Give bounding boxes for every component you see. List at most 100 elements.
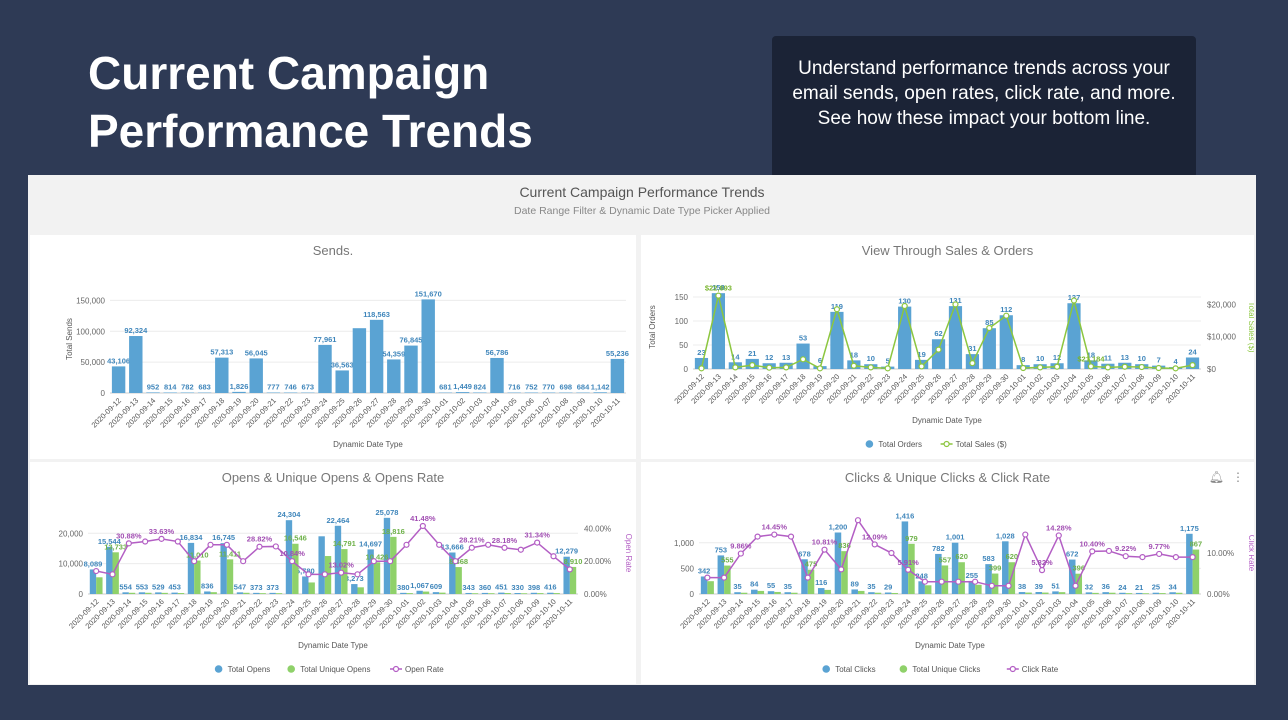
line-data-label: 5.82% (1031, 558, 1053, 567)
line-point (403, 541, 410, 548)
line-point (370, 558, 377, 565)
bar-total-unique-opens (128, 592, 136, 594)
data-label: 151,670 (415, 289, 442, 298)
line-point (804, 574, 811, 581)
line-data-label: 28.82% (247, 535, 273, 544)
bar-total-clicks (901, 521, 909, 594)
legend-label: Total Opens (228, 665, 271, 674)
panel-menu: 🔔︎ ⋮ (1201, 470, 1244, 484)
y2-axis-label: Total Sales ($) (1247, 301, 1254, 352)
bell-icon[interactable]: 🔔︎ (1208, 470, 1224, 484)
line-data-label: 10.84% (279, 549, 305, 558)
bar-total-unique-opens (537, 593, 544, 594)
data-label: 1,142 (591, 382, 610, 391)
data-label: 1,449 (453, 382, 472, 391)
bar-value (593, 392, 607, 393)
dashboard-subtitle: Date Range Filter & Dynamic Date Type Pi… (513, 205, 770, 217)
line-point (566, 566, 573, 573)
bar-value (490, 357, 504, 393)
legend-swatch-marker (943, 440, 950, 448)
line-point (501, 544, 508, 551)
y-axis-label: Total Orders (648, 305, 657, 349)
data-label: 77,961 (314, 335, 337, 344)
bar-total-unique-opens (341, 549, 348, 594)
bar-total-orders (694, 357, 709, 369)
line-point (1172, 365, 1179, 372)
bar-total-unique-clicks (757, 590, 765, 594)
line-point (1189, 362, 1196, 369)
y-tick-label: 0 (79, 590, 84, 599)
line-point (289, 558, 296, 565)
bar-total-clicks (851, 589, 858, 594)
bar-total-unique-opens (275, 593, 283, 594)
bar-total-orders (898, 306, 912, 369)
data-label: 36,563 (331, 360, 354, 369)
line-point (720, 574, 728, 581)
line-point (1121, 363, 1128, 370)
data-label: 343 (462, 583, 475, 592)
data-label: 1,175 (1180, 524, 1199, 533)
bar-total-unique-clicks (1092, 592, 1099, 594)
bar-total-opens (285, 520, 293, 594)
data-label: 36 (1102, 582, 1110, 591)
bar-value (352, 328, 367, 393)
data-label: 380 (397, 583, 410, 592)
bar-total-unique-opens (194, 560, 201, 594)
data-label: 867 (1190, 540, 1203, 549)
data-label: 38 (1018, 582, 1026, 591)
line-point (256, 543, 263, 550)
bar-total-unique-opens (96, 577, 103, 594)
data-label: 583 (982, 554, 995, 563)
y-tick-label: 100 (675, 317, 689, 326)
bar-total-opens (236, 592, 244, 594)
legend-swatch (214, 665, 223, 673)
data-label: 255 (966, 571, 979, 580)
legend-swatch (899, 665, 908, 673)
data-label: 396 (1073, 564, 1086, 573)
bar-value (473, 392, 487, 393)
line-point (888, 549, 895, 557)
line-data-label: 28.21% (459, 536, 485, 545)
bar-total-clicks (985, 564, 992, 594)
y-tick-label: 500 (681, 564, 695, 573)
more-vertical-icon[interactable]: ⋮ (1232, 470, 1244, 484)
bar-total-orders (1067, 303, 1081, 369)
data-label: 620 (1006, 552, 1019, 561)
data-label: 555 (721, 556, 734, 565)
data-label: 92,324 (124, 326, 148, 335)
line-data-label: 14.28% (1046, 523, 1072, 532)
data-label: 952 (147, 382, 160, 391)
data-label: 14 (731, 352, 740, 361)
line-point (321, 571, 328, 578)
bar-total-opens (563, 556, 570, 594)
line-point (704, 574, 711, 581)
data-label: 416 (544, 583, 557, 592)
bar-value (249, 358, 263, 393)
line-point (109, 571, 116, 578)
data-label: 8,868 (449, 557, 468, 566)
bar-total-clicks (834, 532, 842, 594)
bar-total-unique-opens (259, 593, 266, 594)
bar-total-clicks (918, 581, 925, 594)
bar-total-opens (432, 592, 440, 594)
line-point (850, 362, 857, 369)
line-point (921, 578, 928, 585)
bar-total-opens (138, 592, 146, 594)
data-label: 3,273 (345, 574, 364, 583)
bar-total-clicks (1135, 592, 1143, 594)
line-point (468, 544, 475, 551)
data-label: 116 (815, 578, 827, 587)
data-label: 53 (799, 334, 807, 343)
bar-total-orders (830, 311, 844, 369)
data-label: 131 (949, 296, 962, 305)
opens-chart-panel: Opens & Unique Opens & Opens Rate 0 10,000… (30, 462, 636, 684)
y2-tick-label: 10.00% (1207, 549, 1234, 558)
bar-total-unique-clicks (841, 551, 848, 594)
data-label: 609 (430, 582, 443, 591)
data-label: 11,010 (186, 551, 209, 560)
y2-tick-label: $10,000 (1207, 333, 1236, 342)
data-label: 12,279 (555, 547, 578, 556)
y2-tick-label: $0 (1207, 365, 1216, 374)
bar-total-unique-opens (112, 552, 119, 594)
line-point (452, 558, 459, 565)
